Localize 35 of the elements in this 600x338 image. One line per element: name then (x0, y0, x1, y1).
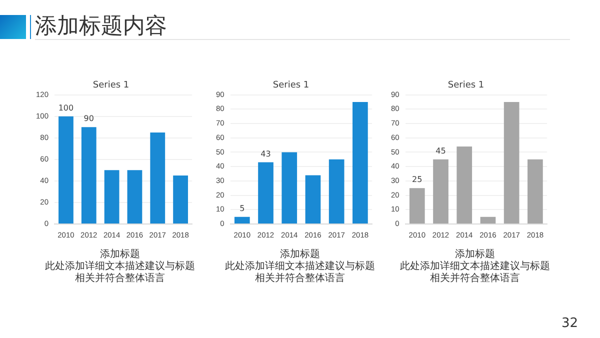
chart-title: Series 1 (92, 80, 130, 91)
bar (173, 176, 188, 224)
data-label: 45 (436, 146, 446, 156)
text: 添加标题 (279, 248, 321, 260)
bar (127, 170, 142, 224)
data-label: 5 (240, 204, 245, 213)
bar (433, 159, 448, 224)
text: 此处添加详细文本描述建议与标题相关并符合整体语言 (45, 261, 195, 285)
bar (234, 216, 250, 224)
bar (480, 216, 496, 224)
data-label: 100 (58, 103, 74, 112)
bar (58, 116, 74, 224)
text: 此处添加详细文本描述建议与标题相关并符合整体语言 (225, 261, 375, 285)
data-label: 25 (412, 175, 422, 184)
text: 添加标题 (454, 248, 496, 260)
bar (328, 159, 344, 224)
text: 添加标题 (99, 248, 141, 260)
bar (81, 127, 96, 224)
data-label: 90 (84, 114, 94, 124)
bar (150, 132, 166, 224)
data-label: 43 (260, 149, 271, 158)
bar (456, 146, 472, 224)
bar (258, 162, 274, 224)
bar (528, 159, 543, 224)
bar (104, 170, 120, 224)
bar (352, 102, 368, 224)
text: 此处添加详细文本描述建议与标题相关并符合整体语言 (400, 261, 550, 285)
bar (282, 152, 298, 224)
bar (305, 175, 321, 224)
chart-title: Series 1 (272, 80, 310, 91)
text: 添加标题内容 (35, 13, 167, 41)
bar (409, 188, 425, 224)
text: 32 (561, 316, 578, 331)
chart-title: Series 1 (448, 80, 484, 91)
bar (504, 102, 520, 224)
